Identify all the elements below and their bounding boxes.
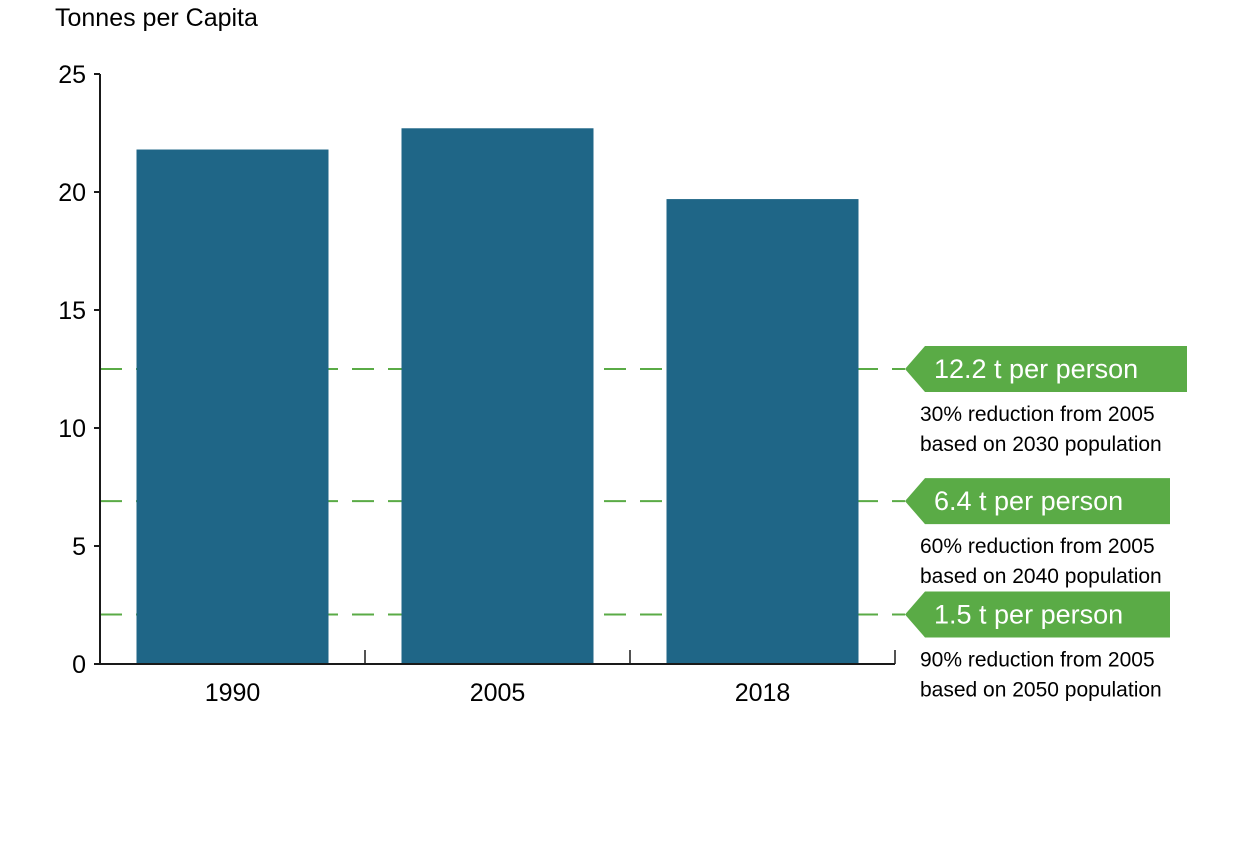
- target-tag: [905, 478, 1170, 525]
- target-note: based on 2040 population: [920, 565, 1162, 588]
- bar: [136, 149, 329, 664]
- target-note: 60% reduction from 2005: [920, 535, 1155, 558]
- x-ticks: 1990 2005 2018: [205, 650, 896, 707]
- axes: [99, 74, 895, 665]
- target-tag: [905, 591, 1170, 638]
- target-note: based on 2030 population: [920, 433, 1162, 456]
- target-note: 30% reduction from 2005: [920, 403, 1155, 426]
- target-tag: [905, 346, 1187, 392]
- target-tag-label: 12.2 t per person: [934, 354, 1138, 384]
- target-tag-label: 1.5 t per person: [934, 599, 1123, 629]
- y-tick-label: 5: [72, 533, 86, 561]
- target-tags: 12.2 t per person 30% reduction from 2005…: [905, 346, 1187, 701]
- x-tick-label: 2018: [735, 679, 791, 707]
- x-tick-label: 2005: [470, 679, 526, 707]
- target-note: 90% reduction from 2005: [920, 648, 1155, 671]
- y-tick-label: 20: [58, 179, 86, 207]
- y-axis-label: Tonnes per Capita: [55, 4, 258, 32]
- y-ticks: 0 5 10 15 20 25: [58, 61, 100, 679]
- y-tick-label: 10: [58, 415, 86, 443]
- target-note: based on 2050 population: [920, 678, 1162, 701]
- target-tag-label: 6.4 t per person: [934, 486, 1123, 516]
- bar: [666, 199, 859, 664]
- bars: [136, 128, 859, 664]
- bar: [401, 128, 594, 664]
- y-tick-label: 25: [58, 61, 86, 89]
- y-tick-label: 0: [72, 651, 86, 679]
- x-tick-label: 1990: [205, 679, 261, 707]
- y-tick-label: 15: [58, 297, 86, 325]
